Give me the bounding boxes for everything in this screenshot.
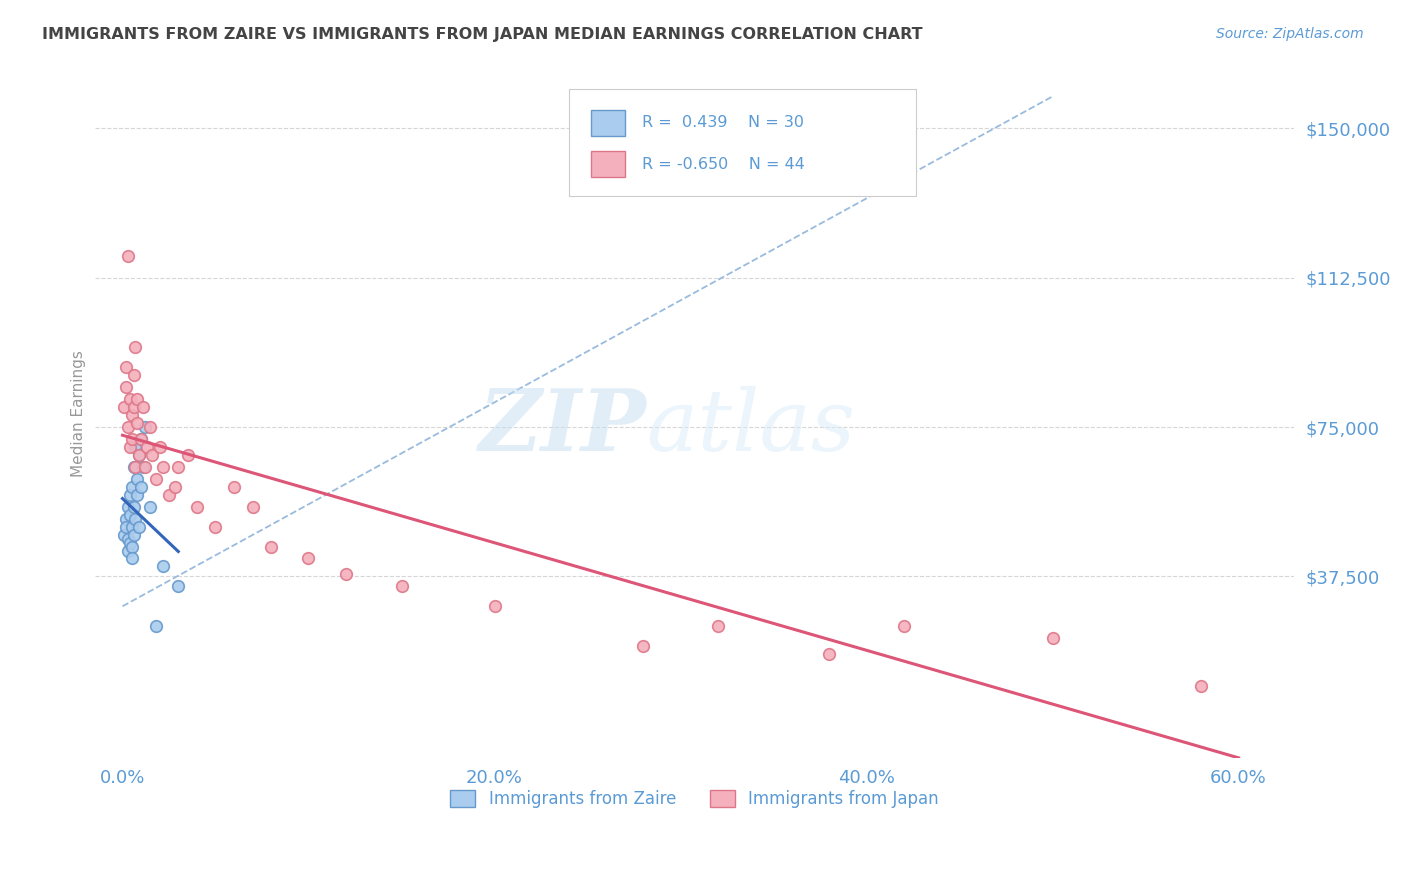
Point [127, 488, 149, 502]
Point [117, 249, 139, 263]
Point [129, 432, 152, 446]
Point [127, 392, 149, 406]
Point [335, 567, 357, 582]
Point [118, 508, 141, 522]
Point [135, 440, 157, 454]
Point [115, 380, 138, 394]
Point [117, 420, 139, 434]
Point [129, 432, 152, 446]
Point [122, 459, 145, 474]
Point [117, 500, 139, 514]
Point [163, 480, 186, 494]
Point [122, 500, 145, 514]
Point [121, 551, 143, 566]
Text: Source: ZipAtlas.com: Source: ZipAtlas.com [1216, 27, 1364, 41]
Point [149, 440, 172, 454]
Point [122, 400, 145, 414]
Point [128, 448, 150, 462]
Point [706, 619, 728, 633]
Point [121, 519, 143, 533]
Point [186, 500, 208, 514]
Point [129, 480, 152, 494]
Point [122, 527, 145, 541]
Point [242, 500, 264, 514]
Point [128, 519, 150, 533]
Point [176, 448, 198, 462]
Point [1189, 679, 1212, 693]
FancyBboxPatch shape [568, 89, 917, 196]
FancyBboxPatch shape [592, 152, 624, 178]
Point [121, 432, 143, 446]
Point [141, 448, 163, 462]
Point [484, 599, 506, 614]
Point [128, 448, 150, 462]
Point [204, 519, 226, 533]
Point [167, 579, 190, 593]
Point [118, 392, 141, 406]
Point [117, 543, 139, 558]
Point [132, 459, 155, 474]
Point [121, 480, 143, 494]
Point [157, 488, 180, 502]
Point [132, 400, 155, 414]
Point [139, 420, 162, 434]
Point [124, 511, 146, 525]
FancyBboxPatch shape [592, 110, 624, 136]
Point [633, 639, 655, 653]
Point [893, 619, 915, 633]
Text: atlas: atlas [647, 385, 856, 468]
Text: R =  0.439    N = 30: R = 0.439 N = 30 [641, 115, 804, 130]
Point [139, 500, 162, 514]
Y-axis label: Median Earnings: Median Earnings [72, 350, 86, 476]
Point [1042, 631, 1064, 645]
Point [124, 459, 146, 474]
Point [121, 408, 143, 422]
Point [115, 511, 138, 525]
Point [818, 647, 841, 661]
Point [297, 551, 319, 566]
Point [127, 416, 149, 430]
Point [152, 559, 174, 574]
Point [112, 400, 135, 414]
Point [145, 619, 167, 633]
Legend: Immigrants from Zaire, Immigrants from Japan: Immigrants from Zaire, Immigrants from J… [444, 783, 945, 814]
Text: IMMIGRANTS FROM ZAIRE VS IMMIGRANTS FROM JAPAN MEDIAN EARNINGS CORRELATION CHART: IMMIGRANTS FROM ZAIRE VS IMMIGRANTS FROM… [42, 27, 922, 42]
Point [124, 440, 146, 454]
Text: R = -0.650    N = 44: R = -0.650 N = 44 [641, 157, 804, 172]
Point [117, 532, 139, 546]
Point [118, 488, 141, 502]
Point [167, 459, 190, 474]
Point [115, 360, 138, 375]
Point [134, 459, 156, 474]
Point [260, 540, 283, 554]
Point [115, 519, 138, 533]
Point [134, 420, 156, 434]
Point [112, 527, 135, 541]
Point [222, 480, 245, 494]
Point [391, 579, 413, 593]
Point [152, 459, 174, 474]
Point [145, 472, 167, 486]
Point [127, 472, 149, 486]
Point [122, 368, 145, 383]
Point [118, 535, 141, 549]
Point [118, 440, 141, 454]
Point [121, 540, 143, 554]
Text: ZIP: ZIP [478, 385, 647, 468]
Point [124, 340, 146, 354]
